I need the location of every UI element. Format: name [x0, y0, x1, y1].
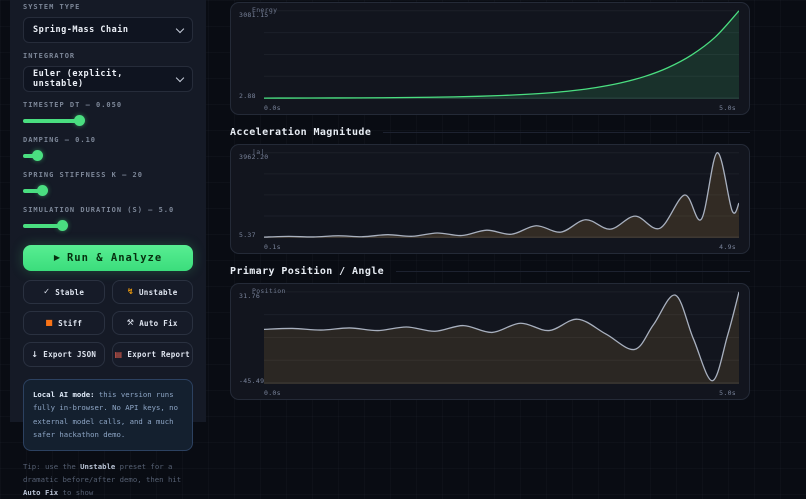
integrator-select[interactable]: Euler (explicit, unstable) — [23, 66, 193, 92]
acceleration-section-title: Acceleration Magnitude — [230, 126, 750, 139]
position-chart[interactable] — [264, 290, 739, 384]
check-icon: ✓ — [43, 287, 51, 296]
acceleration-ymax-label: 3962.20 — [239, 153, 269, 161]
auto-fix-label: Auto Fix — [139, 318, 178, 328]
export-json-button[interactable]: ↓ Export JSON — [23, 342, 105, 367]
slider-fill — [23, 154, 37, 158]
energy-ymax-label: 3081.15 — [239, 11, 269, 19]
duration-slider[interactable] — [23, 220, 193, 232]
tip-part: Tip: use the — [23, 461, 81, 471]
preset-unstable-button[interactable]: ↯ Unstable — [111, 280, 193, 304]
download-icon: ↓ — [31, 349, 39, 359]
preset-stable-button[interactable]: ✓ Stable — [23, 280, 105, 304]
auto-fix-button[interactable]: ⚒ Auto Fix — [111, 311, 193, 335]
position-plot-area[interactable] — [264, 290, 739, 384]
acceleration-chart-panel: |a| 3962.20 5.37 0.1s 4.9s — [230, 144, 750, 254]
tip-text: Tip: use the Unstable preset for a drama… — [23, 460, 193, 499]
slider-thumb[interactable] — [57, 220, 69, 231]
preset-stiff-button[interactable]: ■ Stiff — [23, 311, 105, 335]
position-x-start-label: 0.0s — [264, 389, 281, 397]
energy-plot-area[interactable] — [264, 9, 739, 99]
preset-unstable-label: Unstable — [138, 287, 178, 297]
energy-series-label: Energy — [252, 6, 278, 14]
integrator-value: Euler (explicit, unstable) — [33, 69, 123, 89]
damping-label: DAMPING — 0.10 — [23, 136, 97, 144]
acceleration-title-text: Acceleration Magnitude — [230, 127, 372, 138]
position-ymin-label: -45.49 — [239, 377, 265, 385]
position-title-text: Primary Position / Angle — [230, 266, 385, 277]
chevron-down-icon — [175, 73, 185, 82]
position-chart-panel: Position 31.76 -45.49 0.0s 5.0s — [230, 283, 750, 400]
timestep-slider[interactable] — [23, 115, 193, 127]
slider-fill — [23, 119, 80, 123]
tip-part: to show — [58, 488, 94, 498]
slider-thumb[interactable] — [74, 115, 86, 126]
stiffness-slider[interactable] — [23, 185, 193, 197]
orange-square-icon: ■ — [45, 318, 54, 327]
system-type-value: Spring-Mass Chain — [33, 25, 129, 35]
charts-column: Energy 3081.15 2.88 0.0s 5.0s Accelerati… — [230, 0, 750, 400]
position-section-title: Primary Position / Angle — [230, 265, 750, 278]
acceleration-ymin-label: 5.37 — [239, 231, 256, 239]
acceleration-chart[interactable] — [264, 151, 739, 238]
slider-fill — [23, 224, 63, 228]
position-x-end-label: 5.0s — [719, 389, 736, 397]
acceleration-series-label: |a| — [252, 148, 265, 156]
local-ai-note: Local AI mode: this version runs fully i… — [23, 379, 193, 451]
slider-thumb[interactable] — [36, 185, 48, 196]
duration-label: SIMULATION DURATION (S) — 5.0 — [23, 206, 175, 214]
system-type-select[interactable]: Spring-Mass Chain — [23, 17, 193, 43]
timestep-label: TIMESTEP DT — 0.050 — [23, 101, 123, 109]
export-json-label: Export JSON — [43, 350, 97, 359]
energy-x-start-label: 0.0s — [264, 104, 281, 112]
lightning-icon: ↯ — [126, 287, 134, 296]
preset-stable-label: Stable — [55, 287, 85, 297]
slider-fill — [23, 189, 42, 193]
integrator-label: INTEGRATOR — [23, 52, 76, 60]
export-report-label: Export Report — [127, 350, 190, 359]
tip-bold-unstable: Unstable — [80, 461, 116, 471]
system-type-label: SYSTEM TYPE — [23, 3, 81, 11]
position-series-label: Position — [252, 287, 286, 295]
slider-track — [23, 154, 193, 158]
stiffness-label: SPRING STIFFNESS K — 20 — [23, 171, 143, 179]
slider-track — [23, 189, 193, 193]
preset-button-grid: ✓ Stable ↯ Unstable ■ Stiff ⚒ Auto Fix ↓… — [23, 280, 193, 367]
tip-bold-autofix: Auto Fix — [23, 488, 59, 498]
wrench-icon: ⚒ — [126, 318, 135, 327]
position-ymax-label: 31.76 — [239, 292, 261, 300]
acceleration-x-end-label: 4.9s — [719, 243, 736, 251]
preset-stiff-label: Stiff — [58, 318, 83, 328]
chevron-down-icon — [175, 24, 185, 33]
acceleration-x-start-label: 0.1s — [264, 243, 281, 251]
energy-chart[interactable] — [264, 9, 739, 99]
energy-x-end-label: 5.0s — [719, 104, 736, 112]
run-analyze-button[interactable]: ▶ Run & Analyze — [23, 245, 193, 271]
energy-ymin-label: 2.88 — [239, 92, 256, 100]
export-report-button[interactable]: ▤ Export Report — [111, 342, 193, 367]
run-analyze-label: Run & Analyze — [66, 252, 163, 264]
document-icon: ▤ — [114, 349, 123, 359]
acceleration-plot-area[interactable] — [264, 151, 739, 238]
slider-thumb[interactable] — [31, 150, 43, 161]
damping-slider[interactable] — [23, 150, 193, 162]
energy-chart-panel: Energy 3081.15 2.88 0.0s 5.0s — [230, 2, 750, 115]
play-icon: ▶ — [53, 253, 61, 262]
local-ai-note-bold: Local AI mode: — [33, 390, 95, 399]
controls-sidebar: SYSTEM TYPE Spring-Mass Chain INTEGRATOR… — [10, 0, 206, 497]
